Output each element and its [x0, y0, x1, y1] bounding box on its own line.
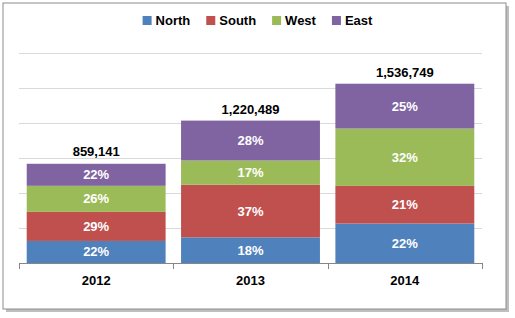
legend-swatch [143, 16, 152, 25]
bar-segment [27, 186, 166, 212]
x-tick-label: 2014 [390, 273, 420, 288]
x-tick [173, 263, 174, 269]
data-label: 22% [83, 244, 109, 259]
data-label: 22% [83, 167, 109, 182]
bar-segment [27, 212, 166, 241]
bar-segment [335, 84, 474, 129]
x-tick [19, 263, 20, 269]
bar-segment [181, 185, 320, 238]
x-tick [328, 263, 329, 269]
bar-segment [181, 237, 320, 263]
grid-line [19, 53, 482, 54]
bar-segment [181, 160, 320, 184]
chart-frame [3, 3, 506, 309]
x-axis [19, 263, 482, 264]
legend-label: West [285, 13, 316, 28]
legend-swatch [206, 16, 215, 25]
data-label: 26% [83, 191, 109, 206]
x-tick-label: 2013 [236, 273, 265, 288]
data-label: 29% [83, 219, 109, 234]
grid-line [19, 263, 482, 264]
data-label: 22% [392, 236, 418, 251]
data-label: 32% [392, 150, 418, 165]
total-label: 859,141 [73, 144, 120, 159]
data-label: 17% [237, 165, 263, 180]
bar-segment [181, 121, 320, 161]
legend-label: East [345, 13, 373, 28]
data-label: 25% [392, 99, 418, 114]
bar-segment [335, 129, 474, 186]
legend-swatch [272, 16, 281, 25]
chart: 859,141 1,220,489 1,536,749 22% 29% 26% 22% 18%… [0, 0, 515, 318]
x-tick-label: 2012 [82, 273, 111, 288]
data-label: 28% [237, 133, 263, 148]
legend: North South West East [143, 13, 373, 28]
bars [27, 84, 475, 263]
data-label: 21% [392, 197, 418, 212]
total-label: 1,536,749 [376, 65, 434, 80]
x-tick [482, 263, 483, 269]
data-label: 37% [237, 204, 263, 219]
bar-segment [335, 186, 474, 224]
legend-label: North [156, 13, 191, 28]
legend-label: South [219, 13, 256, 28]
total-label: 1,220,489 [222, 102, 280, 117]
bar-segment [27, 241, 166, 263]
bar-segment [335, 224, 474, 263]
bar-segment [27, 164, 166, 186]
data-label: 18% [237, 243, 263, 258]
legend-swatch [332, 16, 341, 25]
